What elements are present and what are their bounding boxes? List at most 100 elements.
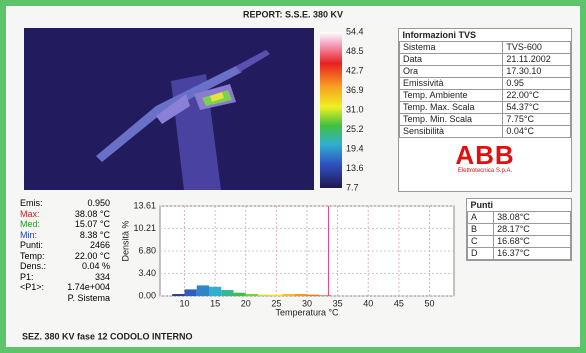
histogram-bar (197, 285, 209, 296)
stat-value: 0.950 (58, 198, 110, 209)
points-value: 38.08°C (494, 212, 571, 224)
info-label: Temp. Max. Scala (400, 102, 503, 114)
stat-row: <P1>:1.74e+004 (20, 282, 110, 293)
points-row: A38.08°C (468, 212, 571, 224)
info-value: 54.37°C (503, 102, 571, 114)
x-tick-label: 20 (241, 298, 251, 308)
color-scale-labels: 54.448.542.736.931.025.219.413.67.7 (346, 26, 364, 192)
stat-label: Temp: (20, 251, 58, 262)
histogram-bar (234, 293, 246, 296)
stat-row: P1:334 (20, 272, 110, 283)
x-tick-label: 15 (210, 298, 220, 308)
y-tick-label: 0.00 (138, 290, 156, 300)
info-value: 21.11.2002 (503, 54, 571, 66)
info-label: Sistema (400, 42, 503, 54)
info-row: Temp. Ambiente22.00°C (400, 90, 571, 102)
histogram-bar (185, 289, 197, 296)
info-value: TVS-600 (503, 42, 571, 54)
histogram-bar (270, 295, 282, 296)
report-title: REPORT: S.S.E. 380 KV (243, 9, 343, 19)
scale-label: 13.6 (346, 163, 364, 173)
points-header: Punti (468, 199, 571, 212)
footer-caption: SEZ. 380 KV fase 12 CODOLO INTERNO (22, 331, 193, 341)
stat-row: Min:8.38 °C (20, 230, 110, 241)
histogram-bar (246, 294, 258, 296)
stat-value: 38.08 °C (58, 209, 110, 220)
histogram-bar (319, 295, 331, 296)
scale-label: 31.0 (346, 104, 364, 114)
points-label: A (468, 212, 494, 224)
info-label: Ora (400, 66, 503, 78)
scale-label: 42.7 (346, 65, 364, 75)
info-value: 0.04°C (503, 126, 571, 138)
y-tick-label: 3.40 (138, 268, 156, 278)
histogram-bar (283, 294, 295, 296)
x-tick-label: 50 (424, 298, 434, 308)
scale-label: 36.9 (346, 85, 364, 95)
points-value: 16.37°C (494, 248, 571, 260)
info-label: Data (400, 54, 503, 66)
histogram-bar (258, 295, 270, 296)
stat-row: Emis:0.950 (20, 198, 110, 209)
histogram-bar (295, 294, 307, 296)
info-header: Informazioni TVS (400, 29, 571, 42)
points-table: Punti A38.08°CB28.17°CC16.68°CD16.37°C (467, 199, 571, 260)
points-label: C (468, 236, 494, 248)
stat-value: 8.38 °C (58, 230, 110, 241)
stat-value: 2466 (58, 240, 110, 251)
stat-label: P1: (20, 272, 58, 283)
scale-label: 54.4 (346, 26, 364, 36)
thermal-image (24, 28, 314, 190)
stat-label: Dens.: (20, 261, 58, 272)
stat-value: 0.04 % (58, 261, 110, 272)
histogram: 0.003.406.8010.2113.61101520253035404550… (120, 200, 454, 317)
stat-value: P. Sistema (58, 293, 110, 304)
scale-label: 48.5 (346, 46, 364, 56)
histogram-bar (307, 295, 319, 296)
color-scale-bar (320, 32, 342, 188)
info-value: 22.00°C (503, 90, 571, 102)
stat-value: 22.00 °C (58, 251, 110, 262)
histogram-bar (221, 290, 233, 296)
points-value: 16.68°C (494, 236, 571, 248)
scale-label: 25.2 (346, 124, 364, 134)
info-label: Sensibilità (400, 126, 503, 138)
x-tick-label: 10 (179, 298, 189, 308)
histogram-bar (172, 294, 184, 296)
y-tick-label: 10.21 (133, 223, 156, 233)
stat-label (20, 293, 58, 304)
stat-label: Emis: (20, 198, 58, 209)
info-value: 17.30.10 (503, 66, 571, 78)
y-axis-label: Densità % (120, 220, 130, 261)
points-label: D (468, 248, 494, 260)
stat-label: Punti: (20, 240, 58, 251)
stat-label: Min: (20, 230, 58, 241)
logo-caption: Elettrotecnica S.p.A. (399, 168, 571, 174)
stat-label: Max: (20, 209, 58, 220)
points-value: 28.17°C (494, 224, 571, 236)
stat-row: Temp:22.00 °C (20, 251, 110, 262)
stat-row: P. Sistema (20, 293, 110, 304)
x-axis-label: Temperatura °C (275, 307, 339, 317)
histogram-bar (209, 287, 221, 296)
report-window: REPORT: S.S.E. 380 KV 54.4 48.5 42.7 36.9 31… (0, 0, 586, 353)
stat-row: Punti:2466 (20, 240, 110, 251)
stats-list: Emis:0.950Max:38.08 °CMed:15.07 °CMin:8.… (20, 198, 110, 303)
scale-label: 19.4 (346, 143, 364, 153)
stat-value: 1.74e+004 (58, 282, 110, 293)
info-label: Temp. Ambiente (400, 90, 503, 102)
info-value: 0.95 (503, 78, 571, 90)
y-tick-label: 6.80 (138, 245, 156, 255)
abb-logo: ABB (399, 142, 571, 168)
stat-row: Med:15.07 °C (20, 219, 110, 230)
